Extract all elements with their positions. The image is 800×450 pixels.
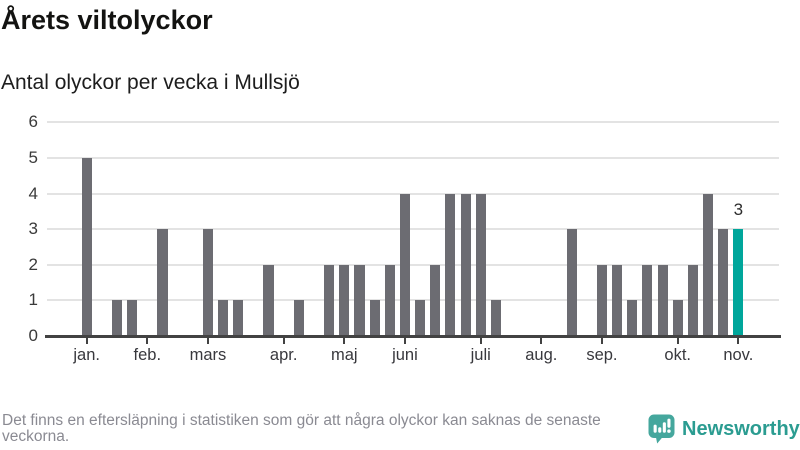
x-axis-line	[45, 335, 781, 338]
y-tick-label-4: 4	[28, 183, 38, 203]
bar-week-21	[384, 264, 395, 336]
x-tick-label-maj: maj	[331, 345, 358, 364]
y-tick-label-6: 6	[28, 112, 38, 132]
x-tick-label-aug: aug.	[525, 345, 558, 364]
x-tick-label-feb: feb.	[133, 345, 162, 364]
bar-week-41	[687, 264, 698, 336]
x-tick-maj	[343, 338, 346, 344]
gridline-y-6	[46, 121, 779, 124]
x-tick-juni	[403, 338, 406, 344]
bar-week-44	[733, 229, 744, 336]
bar-week-17	[324, 264, 335, 336]
bar-week-15	[293, 300, 304, 336]
x-tick-okt	[676, 338, 679, 344]
bar-week-3	[111, 300, 123, 336]
bar-chart-plot-area: 0 1 2 3 4 5 6 jan. feb. mars apr. maj juni juli aug. se…	[28, 112, 781, 364]
bar-week-11	[233, 300, 244, 336]
bar-week-27	[475, 193, 486, 336]
gridline-y-2	[46, 263, 779, 266]
gridline-y-5	[46, 157, 779, 159]
x-tick-apr	[282, 338, 285, 344]
bar-week-4	[127, 300, 138, 336]
y-tick-label-2: 2	[28, 254, 38, 274]
bar-week-25	[445, 193, 456, 336]
bar-week-1	[81, 158, 92, 336]
x-tick-label-okt: okt.	[664, 345, 691, 364]
bar-week-10	[218, 300, 229, 336]
newsworthy-logo: Newsworthy	[648, 414, 800, 446]
bar-week-24	[430, 264, 441, 336]
y-tick-label-5: 5	[28, 148, 38, 167]
x-tick-label-nov: nov.	[723, 345, 754, 364]
x-tick-sep	[600, 338, 603, 344]
bar-week-42	[702, 193, 714, 336]
x-tick-label-juli: juli	[470, 345, 491, 364]
bar-week-19	[354, 264, 365, 336]
bar-week-6	[157, 229, 168, 336]
x-tick-feb	[146, 338, 149, 344]
bar-week-22	[399, 193, 410, 336]
x-tick-label-sep: sep.	[586, 345, 618, 364]
chart-title: Årets viltolyckor	[1, 5, 213, 35]
x-tick-mars	[206, 338, 209, 344]
x-tick-label-mars: mars	[189, 345, 227, 364]
x-tick-label-jan: jan.	[73, 345, 100, 364]
bar-week-28	[490, 300, 501, 336]
footnote: Det finns en eftersläpning i statistiken…	[2, 412, 601, 445]
highlight-value-label: 3	[733, 200, 744, 220]
bar-week-20	[369, 300, 380, 336]
y-tick-label-1: 1	[28, 290, 38, 310]
x-tick-nov	[737, 338, 740, 344]
bar-week-40	[672, 300, 683, 336]
bar-week-18	[339, 264, 350, 336]
bar-week-38	[642, 264, 653, 336]
bar-week-23	[415, 300, 426, 336]
x-tick-label-juni: juni	[392, 345, 418, 364]
gridline-y-3	[46, 228, 779, 231]
newsworthy-wordmark: Newsworthy	[682, 418, 800, 440]
y-tick-label-3: 3	[28, 219, 38, 239]
y-tick-label-0: 0	[28, 326, 38, 345]
gridline-y-4	[46, 192, 779, 195]
bar-week-9	[202, 229, 213, 336]
bar-week-33	[566, 229, 577, 336]
x-tick-aug	[540, 338, 543, 344]
bar-week-35	[596, 264, 607, 336]
x-tick-jan	[85, 338, 88, 344]
bar-week-26	[460, 193, 471, 336]
x-tick-label-apr: apr.	[269, 345, 298, 364]
newsworthy-speech-bubble-barchart-icon	[648, 414, 675, 444]
bar-week-13	[263, 264, 274, 336]
chart-subtitle: Antal olyckor per vecka i Mullsjö	[1, 71, 300, 94]
bar-week-39	[657, 264, 668, 336]
bar-week-43	[718, 229, 729, 336]
gridline-y-1	[46, 299, 779, 302]
bar-week-37	[627, 300, 638, 336]
x-tick-juli	[479, 338, 482, 344]
bar-week-36	[612, 264, 623, 336]
